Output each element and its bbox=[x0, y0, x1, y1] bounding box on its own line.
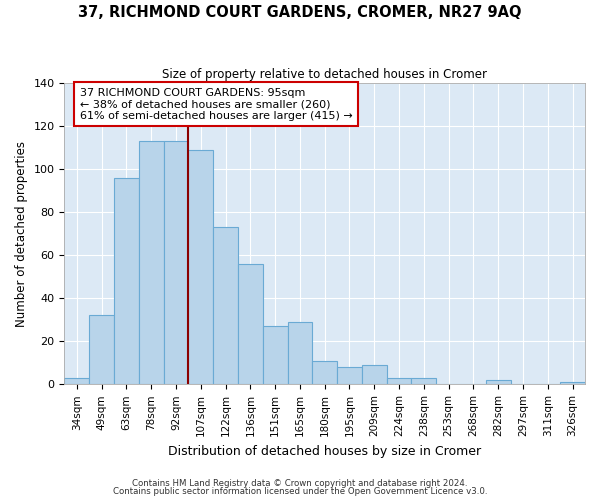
Text: Contains public sector information licensed under the Open Government Licence v3: Contains public sector information licen… bbox=[113, 487, 487, 496]
Bar bbox=[560, 382, 585, 384]
Bar bbox=[412, 378, 436, 384]
Bar bbox=[188, 150, 213, 384]
Bar bbox=[64, 378, 89, 384]
Bar bbox=[362, 365, 386, 384]
Bar bbox=[139, 141, 164, 384]
Bar bbox=[386, 378, 412, 384]
Bar bbox=[263, 326, 287, 384]
Bar bbox=[486, 380, 511, 384]
Bar bbox=[114, 178, 139, 384]
Bar bbox=[164, 141, 188, 384]
X-axis label: Distribution of detached houses by size in Cromer: Distribution of detached houses by size … bbox=[168, 444, 481, 458]
Text: 37 RICHMOND COURT GARDENS: 95sqm
← 38% of detached houses are smaller (260)
61% : 37 RICHMOND COURT GARDENS: 95sqm ← 38% o… bbox=[80, 88, 353, 121]
Text: 37, RICHMOND COURT GARDENS, CROMER, NR27 9AQ: 37, RICHMOND COURT GARDENS, CROMER, NR27… bbox=[78, 5, 522, 20]
Bar bbox=[89, 316, 114, 384]
Bar bbox=[337, 367, 362, 384]
Y-axis label: Number of detached properties: Number of detached properties bbox=[15, 140, 28, 326]
Title: Size of property relative to detached houses in Cromer: Size of property relative to detached ho… bbox=[162, 68, 487, 80]
Bar bbox=[287, 322, 313, 384]
Bar bbox=[313, 360, 337, 384]
Bar bbox=[213, 227, 238, 384]
Text: Contains HM Land Registry data © Crown copyright and database right 2024.: Contains HM Land Registry data © Crown c… bbox=[132, 478, 468, 488]
Bar bbox=[238, 264, 263, 384]
